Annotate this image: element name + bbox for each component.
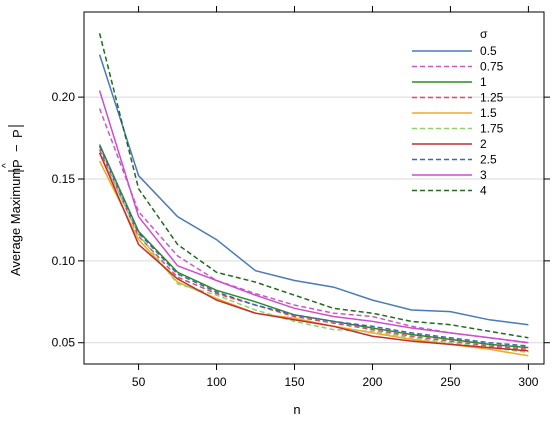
y-tick-label: 0.10 bbox=[52, 254, 76, 268]
y-axis-title-hat: ^ bbox=[1, 163, 12, 168]
y-tick-label: 0.15 bbox=[52, 172, 76, 186]
y-axis-title: Average Maximum ^ P − P bbox=[1, 125, 25, 276]
legend-label: 2 bbox=[480, 137, 487, 151]
series-lines bbox=[98, 33, 529, 357]
y-axis-title-p: P bbox=[10, 129, 25, 138]
x-tick-label: 250 bbox=[440, 375, 460, 389]
x-tick-label: 150 bbox=[284, 375, 304, 389]
y-axis-title-prefix: Average Maximum bbox=[8, 168, 23, 276]
y-tick-label: 0.20 bbox=[52, 90, 76, 104]
legend-label: 3 bbox=[480, 168, 487, 182]
legend-label: 0.75 bbox=[480, 60, 504, 74]
legend-label: 1.25 bbox=[480, 91, 504, 105]
x-tick-label: 200 bbox=[362, 375, 382, 389]
y-axis-title-p-hat: P bbox=[10, 159, 25, 168]
x-tick-label: 100 bbox=[207, 375, 227, 389]
series-line-3 bbox=[98, 90, 529, 344]
gridlines bbox=[84, 96, 544, 344]
y-tick-label: 0.05 bbox=[52, 336, 76, 350]
x-tick-label: 50 bbox=[132, 375, 146, 389]
y-axis-title-minus: − bbox=[9, 144, 24, 152]
plot-frame bbox=[83, 11, 545, 365]
legend-title: σ bbox=[480, 27, 488, 41]
legend-label: 1.75 bbox=[480, 122, 504, 136]
legend-label: 0.5 bbox=[480, 44, 497, 58]
series-line-0-75 bbox=[98, 108, 529, 344]
series-line-1-75 bbox=[98, 152, 529, 354]
x-tick-label: 300 bbox=[518, 375, 538, 389]
legend: σ 0.5 0.751 1.251.5 1.752 2.53 4 bbox=[412, 27, 504, 198]
x-axis-title: n bbox=[293, 402, 300, 417]
series-line-4 bbox=[98, 33, 529, 339]
legend-label: 1 bbox=[480, 75, 487, 89]
series-line-2 bbox=[98, 152, 529, 352]
legend-label: 1.5 bbox=[480, 106, 497, 120]
series-line-1 bbox=[98, 144, 529, 349]
axis-ticks: 50 100 150 200 250 300 0.05 0.10 0.15 0.20 bbox=[52, 6, 550, 389]
legend-label: 2.5 bbox=[480, 153, 497, 167]
series-line-2-5 bbox=[98, 145, 529, 347]
series-line-0-5 bbox=[98, 54, 529, 326]
legend-label: 4 bbox=[480, 184, 487, 198]
